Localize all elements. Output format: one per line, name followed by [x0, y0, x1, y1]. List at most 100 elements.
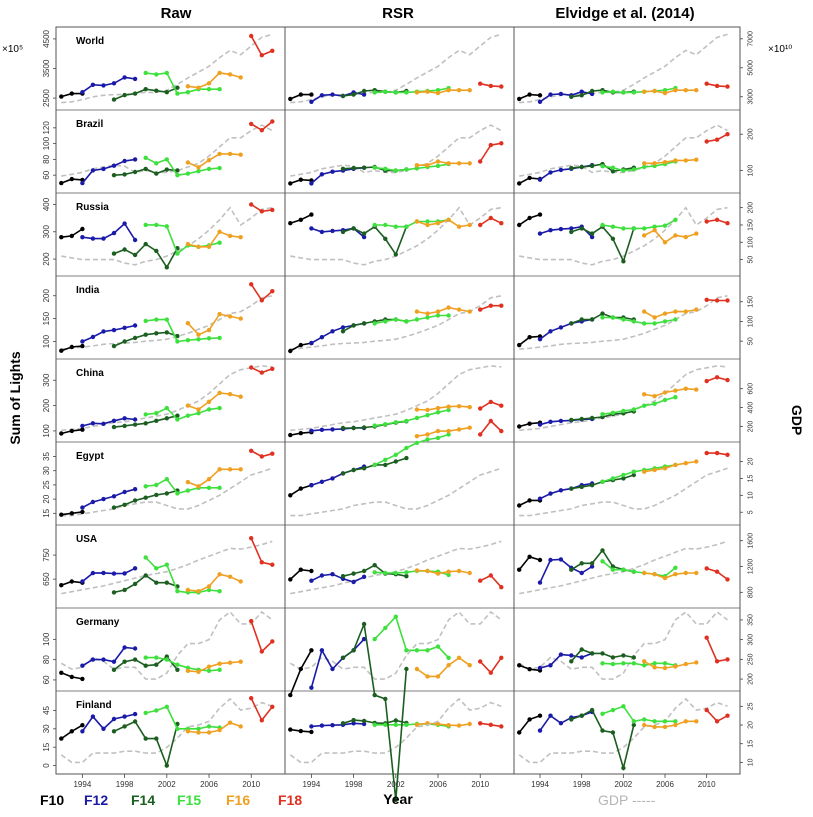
data-point-f15	[196, 726, 201, 731]
data-point-f10	[309, 92, 314, 97]
data-point-f15	[383, 457, 388, 462]
data-point-f14	[351, 425, 356, 431]
data-point-f15	[372, 165, 377, 170]
data-point-f12	[537, 728, 543, 733]
gdp-tick-label: 200	[748, 421, 755, 433]
data-point-f14	[164, 167, 169, 172]
data-point-f16	[456, 655, 462, 660]
data-point-f14	[122, 502, 127, 507]
data-point-f16	[414, 434, 420, 439]
data-point-f16	[673, 88, 678, 93]
data-point-f15	[652, 321, 657, 326]
data-point-f15	[175, 491, 180, 496]
data-point-f16	[467, 721, 472, 727]
data-point-f14	[579, 484, 584, 490]
data-point-f15	[164, 224, 169, 229]
col-title-raw: Raw	[161, 5, 192, 22]
gdp-line	[290, 467, 502, 517]
data-point-f12	[80, 180, 85, 186]
data-point-f10	[69, 674, 75, 680]
data-point-f10	[527, 92, 532, 97]
data-point-f15	[404, 90, 409, 95]
series-line-f16	[187, 392, 241, 411]
data-point-f12	[132, 711, 138, 717]
data-point-f15	[425, 315, 430, 320]
data-point-f15	[631, 90, 636, 95]
data-point-f18	[478, 222, 483, 228]
data-point-f10	[298, 666, 303, 672]
data-point-f16	[217, 70, 222, 76]
gdp-line	[519, 33, 728, 104]
data-point-f14	[631, 472, 636, 478]
gdp-tick-label: 1200	[748, 559, 755, 575]
data-point-f14	[610, 655, 616, 660]
data-point-f10	[288, 692, 293, 698]
data-point-f10	[69, 233, 75, 239]
data-point-f10	[80, 509, 85, 515]
data-point-f12	[101, 726, 106, 731]
panel-finland-rsr	[288, 614, 504, 802]
series-line-f16	[644, 89, 697, 94]
legend-item-f14: F14	[131, 792, 155, 808]
data-point-f10	[309, 212, 314, 217]
data-point-f15	[175, 91, 180, 96]
data-point-f16	[206, 244, 212, 249]
data-point-f16	[238, 235, 243, 240]
x-tick-label: 1994	[531, 780, 549, 789]
data-point-f15	[610, 410, 616, 415]
data-point-f18	[704, 707, 709, 713]
data-point-f15	[217, 405, 222, 411]
data-point-f12	[569, 653, 574, 658]
data-point-f14	[393, 718, 398, 723]
data-point-f15	[206, 485, 212, 490]
series-line-f16	[416, 722, 470, 727]
data-point-f15	[175, 589, 180, 594]
data-point-f12	[80, 339, 85, 344]
data-point-f10	[309, 729, 314, 735]
data-point-f10	[69, 176, 75, 182]
data-point-f14	[132, 91, 138, 96]
data-point-f16	[206, 584, 212, 589]
data-point-f15	[175, 339, 180, 344]
data-point-f12	[537, 99, 543, 105]
data-point-f18	[249, 536, 254, 541]
data-point-f10	[288, 727, 293, 732]
data-point-f14	[143, 332, 148, 337]
data-point-f15	[372, 222, 377, 228]
data-point-f15	[217, 485, 222, 490]
data-point-f10	[288, 577, 293, 582]
data-point-f15	[610, 707, 616, 713]
data-point-f16	[467, 309, 472, 314]
series-line-f12	[539, 90, 593, 103]
data-point-f12	[101, 166, 106, 172]
data-point-f12	[90, 570, 96, 576]
data-point-f16	[196, 669, 201, 674]
data-point-f15	[425, 437, 430, 442]
data-point-f16	[456, 404, 462, 409]
data-point-f15	[652, 401, 657, 406]
data-point-f14	[111, 424, 117, 430]
data-point-f14	[610, 236, 616, 241]
gdp-tick-label: 20	[748, 458, 755, 466]
data-point-f10	[517, 730, 522, 735]
data-point-f15	[642, 717, 647, 722]
data-point-f18	[259, 53, 264, 58]
data-point-f16	[467, 88, 472, 93]
data-point-f16	[196, 165, 201, 170]
data-point-f12	[111, 418, 117, 423]
data-point-f18	[499, 84, 504, 89]
data-point-f12	[558, 418, 564, 424]
data-point-f15	[185, 90, 191, 95]
data-point-f15	[393, 452, 398, 457]
data-point-f18	[725, 713, 730, 718]
data-point-f14	[164, 90, 169, 95]
data-point-f12	[309, 483, 314, 488]
data-point-f10	[517, 342, 522, 348]
data-point-f14	[589, 707, 595, 713]
x-tick-label: 2010	[698, 780, 716, 789]
data-point-f15	[206, 407, 212, 412]
panel-india-rsr	[288, 295, 504, 354]
data-point-f16	[185, 160, 191, 165]
data-point-f12	[101, 329, 106, 334]
data-point-f12	[101, 570, 106, 576]
